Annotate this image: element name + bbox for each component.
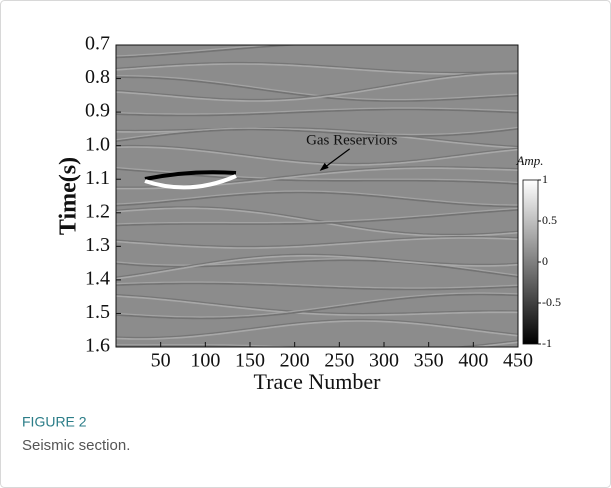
reflection [116,259,518,278]
x-tick-label: 250 [324,350,354,372]
x-tick-label: 150 [235,350,265,372]
reflection [116,144,518,165]
x-tick-label: 450 [503,350,533,372]
figure-caption: Seismic section. [22,437,130,454]
x-tick-label: 350 [414,350,444,372]
reflection [116,206,518,235]
reflection [116,293,518,320]
y-tick-label: 1.5 [85,301,110,323]
reflection [116,320,518,340]
y-tick-label: 1.1 [85,167,110,189]
reflection [116,126,518,148]
y-tick-label: 1.4 [85,267,110,289]
reflection [116,281,518,289]
colorbar-tick-label: 0.5 [542,213,557,227]
reflection [116,237,518,249]
x-tick-label: 50 [151,350,171,372]
colorbar [522,179,539,345]
reflection [116,344,300,347]
annotation-text: Gas Reserviors [306,132,397,148]
colorbar-label: Amp. [515,153,543,168]
reflection [116,255,518,280]
reflection [116,191,518,208]
x-axis-label: Trace Number [254,369,382,394]
reflection [116,282,518,291]
reflection [116,146,518,166]
y-tick-label: 1.0 [85,133,110,155]
y-axis-label: Time(s) [56,157,82,235]
annotation-arrow [322,148,351,170]
plot-frame [115,44,519,348]
seismic-events [116,45,518,347]
reflection [116,295,518,316]
reflection [116,190,518,206]
x-tick-label: 400 [458,350,488,372]
reflection [116,207,518,225]
reflection [116,63,518,75]
colorbar-tick-label: -0.5 [542,295,561,309]
y-tick-label: 1.3 [85,234,110,256]
reflection [116,293,518,315]
reflection [116,45,304,59]
y-tick-label: 0.7 [85,33,110,55]
y-tick-label: 0.8 [85,66,110,88]
colorbar-tick-label: 1 [542,172,548,186]
reflection [116,258,518,276]
y-tick-label: 0.9 [85,100,110,122]
colorbar-tick-label: -1 [542,336,552,350]
reflection [116,209,518,227]
reflection [116,345,274,347]
x-tick-label: 100 [190,350,220,372]
reflection [116,75,518,101]
reflection [116,107,518,115]
reflection [116,235,518,248]
reflection [116,128,518,143]
reflection [116,72,518,102]
colorbar-tick-label: 0 [542,254,548,268]
reflection [116,253,518,278]
figure-label: FIGURE 2 [22,414,87,430]
y-tick-label: 1.6 [85,335,110,357]
annotation-arrowhead [319,162,329,171]
reflection [116,61,518,74]
reflection [116,71,518,101]
reflection [116,126,518,141]
reservoir-bottom [144,174,237,190]
reflection [116,45,277,57]
x-tick-label: 300 [369,350,399,372]
reflection [116,108,518,117]
reservoir-top [144,170,237,181]
reflection [116,292,518,318]
y-tick-label: 1.2 [85,200,110,222]
reflection [116,318,518,339]
x-tick-label: 200 [280,350,310,372]
